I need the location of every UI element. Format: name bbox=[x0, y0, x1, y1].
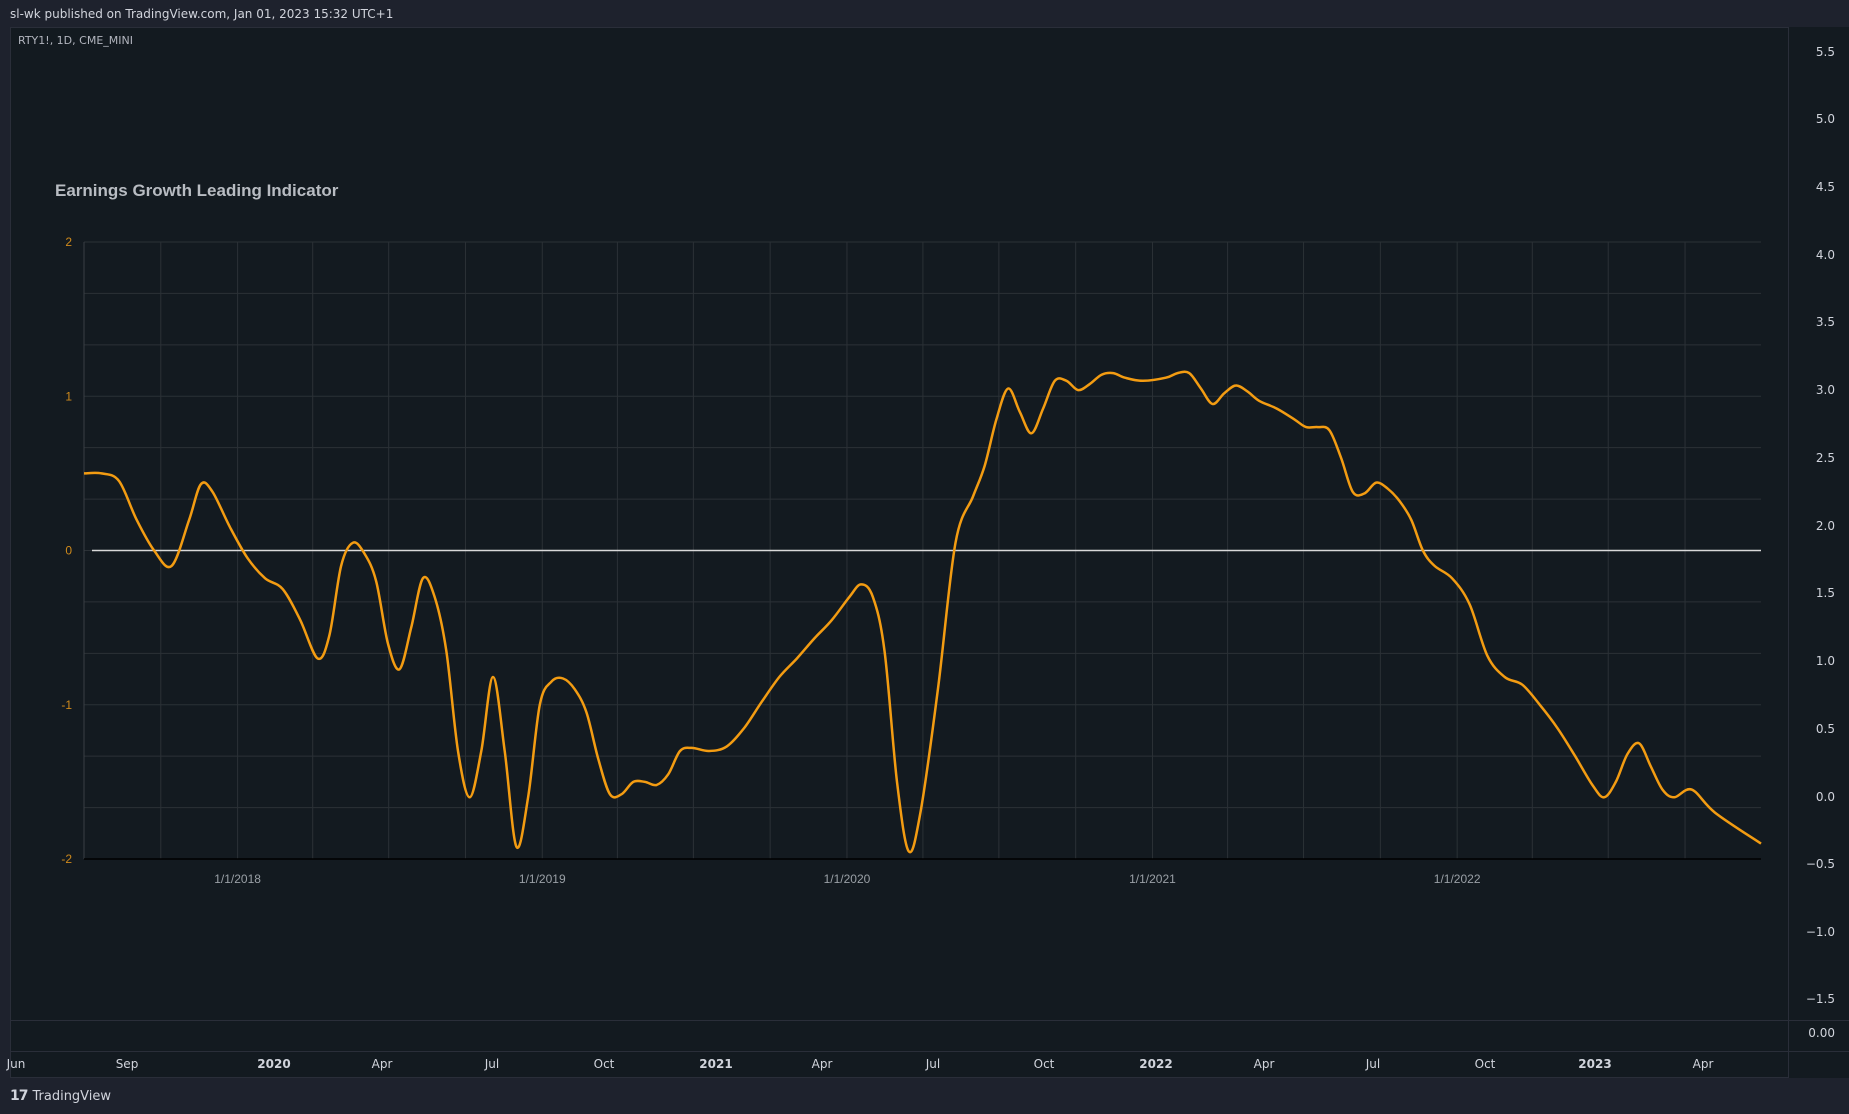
time-tick: Jul bbox=[925, 1057, 941, 1071]
price-tick: 5.0 bbox=[1815, 112, 1835, 126]
price-tick: −1.5 bbox=[1805, 992, 1835, 1006]
price-tick: 1.0 bbox=[1815, 654, 1835, 668]
price-tick: 4.0 bbox=[1815, 248, 1835, 262]
y-tick-label: -2 bbox=[61, 852, 72, 866]
x-tick-label: 1/1/2021 bbox=[1129, 872, 1176, 886]
symbol-info: RTY1!, 1D, CME_MINI bbox=[18, 34, 133, 47]
footer-bar bbox=[0, 1079, 1849, 1114]
tradingview-logo-icon: 17 bbox=[10, 1088, 29, 1104]
time-tick-year: 2021 bbox=[699, 1057, 733, 1071]
time-tick-year: 2022 bbox=[1139, 1057, 1173, 1071]
x-tick-label: 1/1/2019 bbox=[519, 872, 566, 886]
pane-separator[interactable] bbox=[10, 1020, 1849, 1021]
x-tick-label: 1/1/2018 bbox=[214, 872, 261, 886]
price-tick: 1.5 bbox=[1815, 586, 1835, 600]
pane2-price-tick: 0.00 bbox=[1808, 1026, 1835, 1040]
chart-title: Earnings Growth Leading Indicator bbox=[55, 181, 339, 200]
time-tick: Apr bbox=[811, 1057, 833, 1071]
time-tick: Apr bbox=[371, 1057, 393, 1071]
price-tick: 3.0 bbox=[1815, 383, 1835, 397]
published-header: sl-wk published on TradingView.com, Jan … bbox=[0, 0, 1849, 27]
price-tick: −1.0 bbox=[1805, 925, 1835, 939]
time-tick: Jun bbox=[6, 1057, 26, 1071]
chart-pane[interactable] bbox=[10, 27, 1789, 1078]
time-tick: Jul bbox=[484, 1057, 500, 1071]
price-tick: 5.5 bbox=[1815, 45, 1835, 59]
y-tick-label: 2 bbox=[65, 235, 72, 249]
x-tick-label: 1/1/2022 bbox=[1434, 872, 1481, 886]
price-axis[interactable]: 5.5 5.0 4.5 4.0 3.5 3.0 2.5 2.0 1.5 1.0 … bbox=[1789, 27, 1849, 1078]
time-tick-year: 2020 bbox=[257, 1057, 291, 1071]
time-tick: Oct bbox=[593, 1057, 615, 1071]
brand-label: TradingView bbox=[32, 1088, 112, 1104]
time-tick: Oct bbox=[1474, 1057, 1496, 1071]
price-tick: 2.5 bbox=[1815, 451, 1835, 465]
x-tick-label: 1/1/2020 bbox=[824, 872, 871, 886]
price-tick: 2.0 bbox=[1815, 519, 1835, 533]
time-tick: Sep bbox=[115, 1057, 139, 1071]
indicator-series-line bbox=[83, 370, 1762, 854]
y-tick-label: 1 bbox=[65, 389, 72, 403]
y-tick-label: -1 bbox=[61, 698, 72, 712]
tradingview-logo[interactable]: 17 TradingView bbox=[10, 1088, 111, 1104]
time-tick: Oct bbox=[1033, 1057, 1055, 1071]
price-tick: −0.5 bbox=[1805, 857, 1835, 871]
time-axis-border bbox=[10, 1051, 1849, 1052]
price-tick: 0.0 bbox=[1815, 790, 1835, 804]
price-tick: 4.5 bbox=[1815, 180, 1835, 194]
time-tick: Jul bbox=[1365, 1057, 1381, 1071]
price-tick: 3.5 bbox=[1815, 315, 1835, 329]
time-tick: Apr bbox=[1253, 1057, 1275, 1071]
time-tick: Apr bbox=[1692, 1057, 1714, 1071]
y-tick-label: 0 bbox=[65, 544, 72, 558]
time-tick-year: 2023 bbox=[1578, 1057, 1612, 1071]
price-tick: 0.5 bbox=[1815, 722, 1835, 736]
